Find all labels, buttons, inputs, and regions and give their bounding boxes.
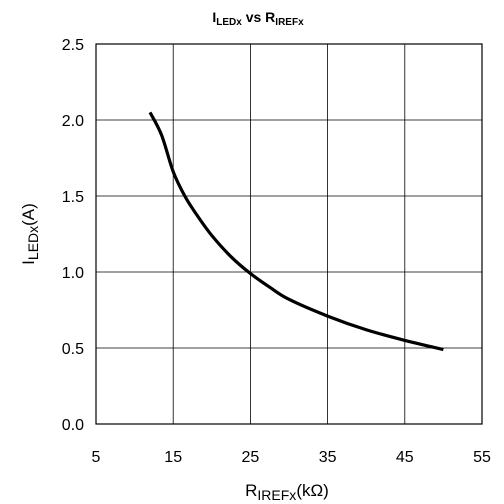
x-axis-label-sub: IREFx: [257, 487, 296, 503]
x-tick-label: 35: [319, 449, 337, 466]
y-axis-label-sub: LEDx: [25, 226, 41, 260]
grid: [96, 44, 482, 424]
x-tick-label: 25: [242, 449, 260, 466]
y-tick-label: 0.5: [62, 341, 84, 358]
x-tick-label: 45: [396, 449, 414, 466]
x-axis-label: RIREFx(kΩ): [245, 481, 329, 503]
y-axis-label-suffix: (A): [19, 203, 38, 226]
x-axis-label-suffix: (kΩ): [296, 481, 329, 500]
y-axis-label: ILEDx(A): [19, 203, 41, 265]
chart-title-main: I: [212, 9, 216, 25]
y-axis-label-main: I: [19, 260, 38, 265]
y-tick-label: 1.5: [62, 189, 84, 206]
x-tick-labels: 5 15 25 35 45 55: [92, 449, 491, 466]
x-tick-label: 5: [92, 449, 101, 466]
y-tick-label: 1.0: [62, 265, 84, 282]
chart-title-second-sub: IREFx: [275, 17, 304, 28]
chart-title: ILEDx vs RIREFx: [212, 9, 304, 28]
chart-title-second: R: [265, 9, 275, 25]
y-tick-label: 2.5: [62, 37, 84, 54]
y-tick-labels: 0.0 0.5 1.0 1.5 2.0 2.5: [62, 37, 84, 434]
x-axis-label-main: R: [245, 481, 257, 500]
x-tick-label: 55: [473, 449, 491, 466]
chart-title-main-sub: LEDx: [216, 17, 242, 28]
x-tick-label: 15: [164, 449, 182, 466]
series: [148, 111, 444, 352]
y-tick-label: 2.0: [62, 113, 84, 130]
chart-title-mid: vs: [242, 9, 265, 25]
y-tick-label: 0.0: [62, 417, 84, 434]
series-line: [148, 111, 444, 352]
plot-area: [95, 43, 483, 425]
